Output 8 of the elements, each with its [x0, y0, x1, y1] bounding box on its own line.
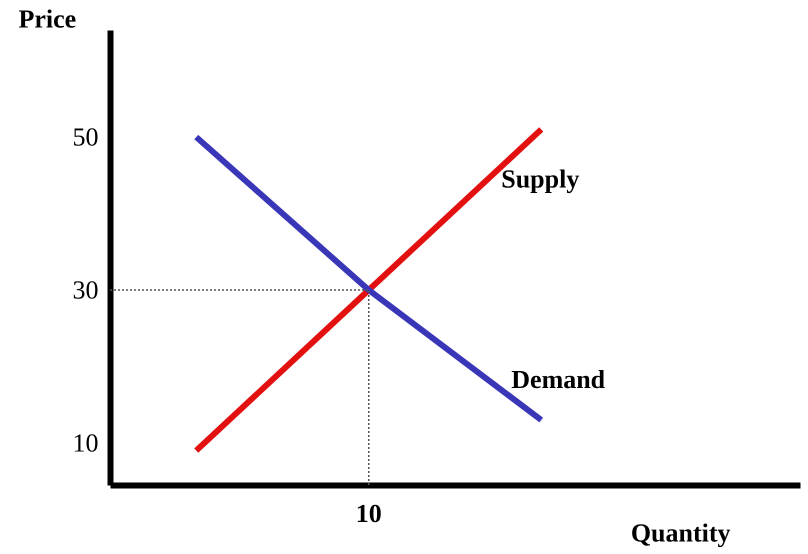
- y-axis-title: Price: [18, 4, 76, 34]
- text: 10: [356, 499, 382, 528]
- x-axis-title: Quantity: [630, 518, 730, 548]
- y-tick-label: 30: [72, 276, 98, 304]
- y-tick-label: 50: [72, 122, 98, 152]
- series-label: Demand: [511, 365, 606, 394]
- y-tick-label: 10: [72, 428, 98, 458]
- series-label: Supply: [501, 164, 580, 194]
